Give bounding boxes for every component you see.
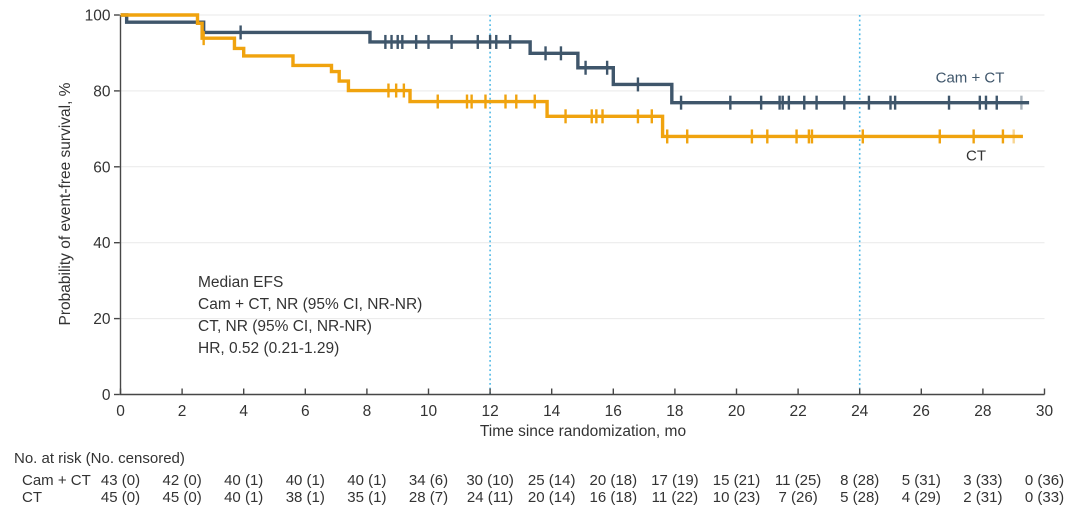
risk-row-label-ct: CT	[22, 489, 42, 506]
annotation-hazard-ratio: HR, 0.52 (0.21-1.29)	[198, 340, 340, 357]
risk-value: 11 (25)	[774, 472, 822, 489]
risk-value: 25 (14)	[527, 472, 576, 489]
x-tick-label: 2	[178, 403, 187, 420]
annotation-ct-nr: CT, NR (95% CI, NR-NR)	[198, 318, 372, 335]
risk-value: 42 (0)	[162, 472, 202, 489]
y-tick-label: 100	[85, 8, 111, 25]
risk-value: 40 (1)	[285, 472, 325, 489]
x-tick-label: 12	[481, 403, 498, 420]
annotation-median-efs: Median EFS	[198, 274, 284, 291]
risk-value: 8 (28)	[840, 472, 880, 489]
x-tick-label: 4	[239, 403, 248, 420]
risk-value: 35 (1)	[347, 489, 387, 506]
risk-value: 5 (28)	[840, 489, 880, 506]
risk-value: 40 (1)	[224, 472, 264, 489]
x-tick-label: 6	[301, 403, 310, 420]
risk-value: 7 (26)	[778, 489, 818, 506]
x-tick-label: 24	[851, 403, 869, 420]
y-tick-label: 80	[93, 83, 111, 100]
y-tick-label: 60	[93, 159, 111, 176]
curve-label-cam-ct: Cam + CT	[935, 69, 1005, 87]
km-curve-cam-ct	[120, 13, 1030, 105]
annotation-cam-ct-nr: Cam + CT, NR (95% CI, NR-NR)	[198, 296, 423, 313]
risk-value: 40 (1)	[347, 472, 387, 489]
x-tick-label: 18	[666, 403, 683, 420]
risk-value: 28 (7)	[408, 489, 449, 506]
x-tick-label: 16	[605, 403, 622, 420]
y-tick-label: 0	[102, 387, 111, 404]
risk-value: 3 (33)	[963, 472, 1003, 489]
risk-value: 4 (29)	[901, 489, 941, 506]
x-tick-label: 22	[789, 403, 806, 420]
curve-label-ct: CT	[966, 147, 986, 165]
risk-value: 16 (18)	[589, 489, 638, 506]
risk-row-label-cam-ct: Cam + CT	[22, 472, 91, 489]
risk-value: 5 (31)	[901, 472, 941, 489]
risk-value: 11 (22)	[651, 489, 699, 506]
risk-value: 15 (21)	[712, 472, 761, 489]
risk-value: 0 (36)	[1024, 472, 1065, 489]
x-tick-label: 10	[420, 403, 438, 420]
km-curve-ct	[120, 13, 1023, 139]
risk-value: 0 (33)	[1024, 489, 1065, 506]
x-tick-label: 28	[974, 403, 991, 420]
median-efs-annotation: Median EFS Cam + CT, NR (95% CI, NR-NR) …	[198, 272, 422, 360]
risk-value: 20 (18)	[589, 472, 638, 489]
risk-value: 17 (19)	[651, 472, 699, 489]
risk-table-header: No. at risk (No. censored)	[14, 450, 185, 467]
risk-value: 40 (1)	[224, 489, 264, 506]
x-tick-label: 14	[543, 403, 561, 420]
risk-value: 45 (0)	[162, 489, 202, 506]
risk-value: 20 (14)	[527, 489, 576, 506]
y-tick-label: 20	[93, 311, 111, 328]
y-tick-label: 40	[93, 235, 111, 252]
risk-value: 10 (23)	[712, 489, 761, 506]
x-tick-label: 0	[116, 403, 125, 420]
x-tick-label: 8	[363, 403, 372, 420]
x-axis-title: Time since randomization, mo	[479, 423, 687, 440]
risk-value: 2 (31)	[963, 489, 1003, 506]
risk-value: 43 (0)	[100, 472, 141, 489]
risk-value: 45 (0)	[100, 489, 141, 506]
x-tick-label: 26	[913, 403, 930, 420]
x-tick-label: 30	[1036, 403, 1054, 420]
risk-value: 24 (11)	[466, 489, 514, 506]
x-tick-label: 20	[728, 403, 746, 420]
y-axis-title: Probability of event-free survival, %	[57, 82, 74, 326]
risk-value: 38 (1)	[285, 489, 325, 506]
risk-value: 30 (10)	[466, 472, 514, 489]
risk-value: 34 (6)	[408, 472, 449, 489]
